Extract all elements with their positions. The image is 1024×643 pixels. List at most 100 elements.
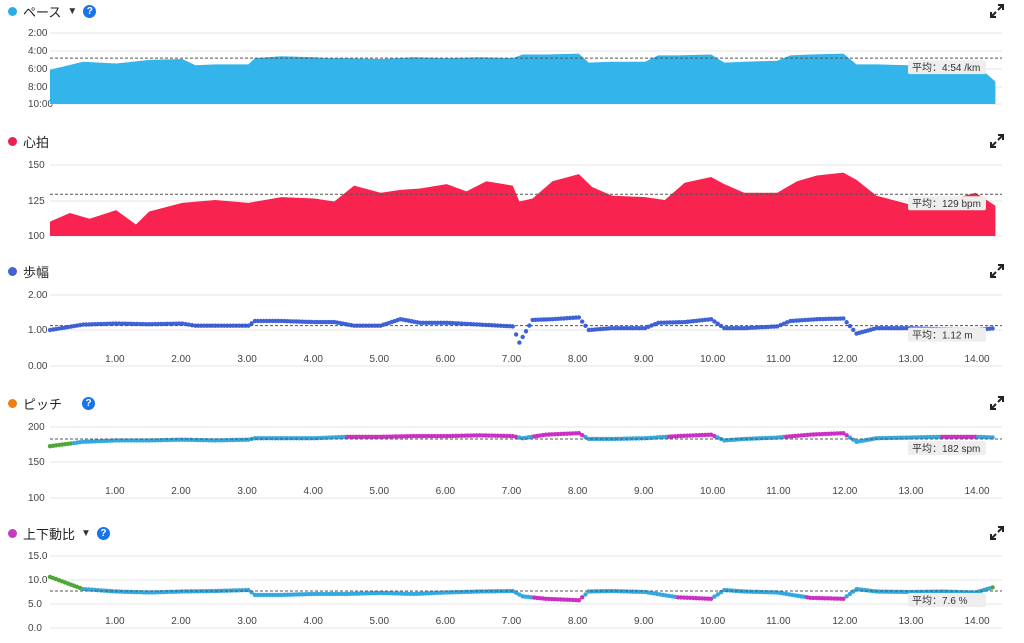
data-point	[513, 332, 519, 337]
data-point	[844, 594, 849, 599]
data-point	[642, 326, 648, 331]
x-tick-label: 8.00	[568, 486, 588, 497]
y-tick-label: 200	[28, 422, 45, 433]
area-series	[50, 53, 996, 104]
pace-panel: ペース ▼ ? 2:004:006:008:0010:001.002.003.0…	[0, 0, 1024, 125]
cadence-title: ピッチ	[23, 396, 63, 412]
y-tick-label: 10.0	[28, 575, 48, 586]
x-tick-label: 12.00	[832, 354, 857, 365]
data-point	[990, 585, 995, 590]
x-tick-label: 3.00	[237, 616, 257, 627]
data-point	[841, 596, 846, 601]
vertical-ratio-legend-dot	[8, 528, 17, 538]
data-point	[579, 432, 585, 438]
x-tick-label: 14.00	[965, 486, 990, 497]
data-point	[579, 319, 585, 324]
x-tick-label: 13.00	[898, 616, 923, 627]
x-tick-label: 14.00	[965, 616, 990, 627]
vertical-ratio-dropdown-caret-icon[interactable]: ▼	[81, 527, 91, 539]
pace-expand-icon[interactable]	[990, 4, 1004, 18]
x-tick-label: 3.00	[237, 354, 257, 365]
average-label-box	[908, 196, 986, 211]
data-point	[576, 315, 582, 320]
data-point	[715, 592, 720, 597]
x-tick-label: 1.00	[105, 616, 125, 627]
y-tick-label: 2.00	[28, 290, 48, 301]
x-tick-label: 10.00	[700, 616, 725, 627]
data-point	[712, 594, 717, 599]
x-tick-label: 12.00	[832, 486, 857, 497]
pace-help-icon[interactable]: ?	[83, 4, 97, 18]
y-tick-label: 2:00	[28, 28, 48, 39]
data-point	[844, 320, 849, 325]
x-tick-label: 7.00	[502, 354, 522, 365]
data-point	[851, 589, 856, 594]
vertical-ratio-expand-icon[interactable]	[990, 526, 1004, 540]
x-tick-label: 9.00	[634, 616, 654, 627]
data-point	[189, 322, 195, 328]
data-point	[513, 434, 519, 439]
data-point	[708, 317, 714, 322]
average-label-box	[908, 440, 986, 455]
y-tick-label: 6:00	[28, 64, 48, 75]
average-label: 平均：7.6 %	[912, 595, 968, 607]
y-tick-label: 5.0	[28, 599, 42, 610]
data-point	[576, 598, 582, 603]
y-tick-label: 150	[28, 160, 45, 171]
vertical-ratio-help-icon[interactable]: ?	[96, 526, 110, 540]
x-tick-label: 7.00	[502, 616, 522, 627]
data-point	[781, 321, 787, 326]
data-point	[847, 323, 853, 329]
x-tick-label: 11.00	[766, 486, 791, 497]
data-point	[510, 324, 515, 329]
pace-chart: 2:004:006:008:0010:001.002.003.004.005.0…	[28, 28, 1002, 110]
y-tick-label: 0.00	[28, 361, 48, 372]
data-point	[510, 433, 515, 439]
average-label-box	[908, 327, 986, 342]
x-tick-label: 2.00	[171, 616, 191, 627]
x-tick-label: 8.00	[568, 354, 588, 365]
data-point	[520, 334, 525, 340]
average-label: 平均：1.12 m	[912, 330, 973, 342]
x-tick-label: 4.00	[303, 354, 323, 365]
x-tick-label: 2.00	[171, 354, 191, 365]
heart-rate-expand-icon[interactable]	[990, 134, 1004, 148]
x-tick-label: 6.00	[436, 486, 456, 497]
pace-legend-dot	[8, 6, 17, 16]
x-tick-label: 13.00	[898, 354, 923, 365]
x-tick-label: 12.00	[832, 616, 857, 627]
data-point	[249, 321, 254, 326]
y-tick-label: 15.0	[28, 551, 48, 562]
data-point	[527, 323, 532, 328]
x-tick-label: 7.00	[502, 486, 522, 497]
y-tick-label: 150	[28, 457, 45, 468]
data-point	[708, 432, 714, 437]
stride-expand-icon[interactable]	[990, 264, 1004, 278]
heart-rate-legend-dot	[8, 136, 17, 146]
x-tick-label: 11.00	[766, 616, 791, 627]
pace-dropdown-caret-icon[interactable]: ▼	[67, 5, 78, 17]
data-point	[841, 316, 846, 321]
heart-rate-panel: 心拍 1501251001.002.003.004.005.006.007.00…	[0, 130, 1024, 255]
data-point	[708, 596, 714, 601]
area-series	[50, 172, 996, 236]
average-label: 平均：182 spm	[912, 443, 980, 455]
x-tick-label: 1.00	[105, 354, 125, 365]
average-label: 平均：4:54 /km	[912, 62, 980, 74]
y-tick-label: 10:00	[28, 99, 53, 110]
data-point	[517, 340, 522, 345]
y-tick-label: 100	[28, 493, 45, 504]
stride-title: 歩幅	[23, 264, 50, 280]
average-label: 平均：129 bpm	[912, 198, 981, 210]
y-tick-label: 0.0	[28, 623, 42, 634]
cadence-expand-icon[interactable]	[990, 396, 1004, 410]
heart-rate-chart: 1501251001.002.003.004.005.006.007.008.0…	[28, 160, 1002, 242]
x-tick-label: 5.00	[370, 486, 390, 497]
x-tick-label: 10.00	[700, 354, 725, 365]
data-point	[841, 431, 846, 436]
pace-header: ペース ▼ ?	[8, 0, 97, 22]
x-tick-label: 4.00	[303, 616, 323, 627]
x-tick-label: 11.00	[766, 354, 791, 365]
cadence-help-icon[interactable]: ?	[82, 396, 96, 410]
x-tick-label: 5.00	[370, 616, 390, 627]
